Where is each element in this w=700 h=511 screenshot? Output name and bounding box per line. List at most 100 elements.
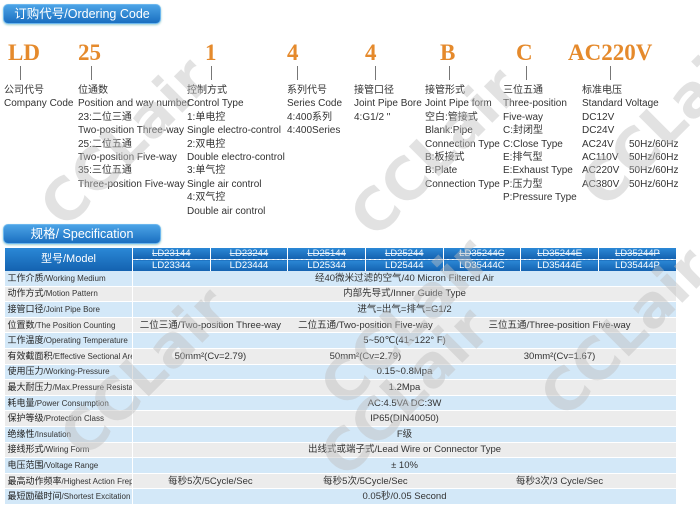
model-header-top: LD25244 <box>364 248 444 260</box>
row-label-en: /Power Consumption <box>34 398 109 408</box>
description-line: Control Type <box>187 98 244 110</box>
table-row: 最高动作频率/Highest Action Frepuency每秒5次/5Cyc… <box>4 473 676 490</box>
description-line: 控制方式 <box>187 85 227 96</box>
voltage-option: AC24V 50Hz/60Hz <box>582 138 678 151</box>
description-line: P:压力型 <box>503 178 543 190</box>
code-description: 公司代号 Company Code <box>4 84 73 111</box>
table-cell: 每秒5次/5Cycle/Sec <box>287 473 444 490</box>
description-line: Connection Type <box>425 138 500 150</box>
connector-line <box>610 66 611 80</box>
description-line: 标准电压 <box>582 85 622 96</box>
description-line: Position and way number <box>78 98 191 110</box>
row-label-en: /Working Medium <box>43 273 106 283</box>
description-line: 位通数 <box>78 85 108 96</box>
row-label-cn: 绝缘性 <box>7 428 35 439</box>
row-label: 工作温度/Operating Temperature <box>4 332 133 349</box>
model-header-top: LD35244E <box>520 248 599 260</box>
table-cell: 50mm²(Cv=2.79) <box>287 348 444 365</box>
description-line: Three-position <box>503 98 567 110</box>
table-cell: 每秒5次/5Cycle/Sec <box>132 473 288 490</box>
frequency-value: 50Hz/60Hz <box>629 165 679 177</box>
table-row: 接线形式/Wiring Form 出线式或端子式/Lead Wire or Con… <box>4 442 676 459</box>
model-header-top: LD25144 <box>287 248 366 260</box>
table-cell: 内部先导式/Inner Guide Type <box>132 286 676 303</box>
row-label-cn: 有效截面积 <box>7 350 53 361</box>
row-label-en: /Insulation <box>34 429 71 439</box>
description-line: 25:二位五通 <box>78 138 132 150</box>
table-row: 使用压力/Working-Pressure 0.15~0.8Mpa <box>4 364 676 381</box>
description-line: 4:双气控 <box>187 192 226 204</box>
voltage-option: AC380V 50Hz/60Hz <box>582 178 678 191</box>
table-cell: 三位五通/Three-position Five-way <box>443 317 676 334</box>
description-line: Double electro-control <box>187 152 285 164</box>
description-line: 三位五通 <box>503 85 543 96</box>
model-header-top: LD23144 <box>132 248 211 260</box>
row-label-cn: 使用压力 <box>7 366 44 377</box>
description-line: 3:单气控 <box>187 165 226 177</box>
description-line: Joint Pipe Bore <box>354 98 422 110</box>
row-label: 接线形式/Wiring Form <box>4 442 133 459</box>
row-label-en: /Operating Temperature <box>43 336 128 346</box>
description-line: 4:400Series <box>287 125 341 137</box>
description-line: 35:三位五通 <box>78 165 132 177</box>
row-label-en: /Shortest Excitation Time <box>61 492 132 502</box>
description-line: Three-position Five-way <box>78 178 185 190</box>
code-description: 三位五通 Three-position Five-way C:封闭型 C:Close T… <box>503 84 577 205</box>
voltage-value: AC220V <box>582 165 620 177</box>
row-label-en: /Max.Pressure Resistance <box>52 382 133 392</box>
table-cell: 每秒3次/3 Cycle/Sec <box>443 473 676 490</box>
frequency-value: 50Hz/60Hz <box>629 152 679 164</box>
voltage-value: AC380V <box>582 178 620 190</box>
table-cell: ± 10% <box>132 457 676 474</box>
row-label: 最高动作频率/Highest Action Frepuency <box>4 473 133 490</box>
description-line: Series Code <box>287 98 343 110</box>
description-line: Single electro-control <box>187 125 281 137</box>
table-row: 工作介质/Working Medium 经40微米过滤的空气/40 Micron … <box>4 271 676 287</box>
model-header: 型号/Model <box>4 248 133 271</box>
description-line: Joint Pipe form <box>425 98 492 110</box>
table-cell: 50mm²(Cv=2.79) <box>132 348 288 365</box>
description-line: Blank:Pipe <box>425 125 473 137</box>
row-label: 位置数/The Position Counting <box>4 317 133 334</box>
row-label: 绝缘性/Insulation <box>4 426 133 443</box>
voltage-value: DC24V <box>582 125 615 137</box>
table-cell: 30mm²(Cv=1.67) <box>443 348 676 365</box>
model-header-bottom: LD23444 <box>209 259 288 271</box>
description-line: 4:400系列 <box>287 111 333 123</box>
voltage-option: AC110V 50Hz/60Hz <box>582 151 678 164</box>
code-description: 控制方式 Control Type 1:单电控 Single electro-cont… <box>187 84 285 218</box>
code-description: 标准电压 Standard Voltage DC12V DC24V AC24V 50Hz/… <box>582 84 678 191</box>
description-line: 2:双电控 <box>187 138 226 150</box>
code-letter: 25 <box>78 40 101 65</box>
row-label-cn: 动作方式 <box>7 288 44 299</box>
description-line: Two-position Five-way <box>78 152 177 164</box>
table-row: 动作方式/Motion Pattern 内部先导式/Inner Guide Typ… <box>4 286 676 303</box>
table-row: 耗电量/Power Consumption AC:4.5VA DC:3W <box>4 395 676 412</box>
description-line: Five-way <box>503 111 544 123</box>
row-label: 电压范围/Voltage Range <box>4 457 133 474</box>
code-description: 接管口径 Joint Pipe Bore 4:G1/2 " <box>354 84 422 124</box>
frequency-value: 50Hz/60Hz <box>629 138 679 150</box>
table-row: 最短励磁时间/Shortest Excitation Time0.05秒/0.0… <box>4 488 676 505</box>
row-label: 工作介质/Working Medium <box>4 271 133 287</box>
table-row: 工作温度/Operating Temperature 5~50℃(41~122° … <box>4 332 676 349</box>
row-label: 最大耐压力/Max.Pressure Resistance <box>4 379 133 396</box>
description-line: C:Close Type <box>503 138 563 150</box>
row-label: 最短励磁时间/Shortest Excitation Time <box>4 488 133 505</box>
table-cell: 0.15~0.8Mpa <box>132 364 676 381</box>
connector-line <box>375 66 376 80</box>
table-row: 最大耐压力/Max.Pressure Resistance1.2Mpa <box>4 379 676 396</box>
row-label-en: /Wiring Form <box>43 445 90 455</box>
row-label-cn: 保护等级 <box>7 413 44 424</box>
specification-table: 型号/Model LD23144 LD23244 LD25144 LD25244 LD35… <box>4 248 676 505</box>
code-letter: 4 <box>365 40 377 65</box>
code-letter: 1 <box>205 40 217 65</box>
description-line: 接管口径 <box>354 85 394 96</box>
description-line: 公司代号 <box>4 85 44 96</box>
description-line: 接管形式 <box>425 85 465 96</box>
frequency-value: 50Hz/60Hz <box>629 178 679 190</box>
row-label-en: /Motion Pattern <box>43 289 98 299</box>
description-line: B:板接式 <box>425 152 465 164</box>
voltage-option: DC24V <box>582 124 678 137</box>
